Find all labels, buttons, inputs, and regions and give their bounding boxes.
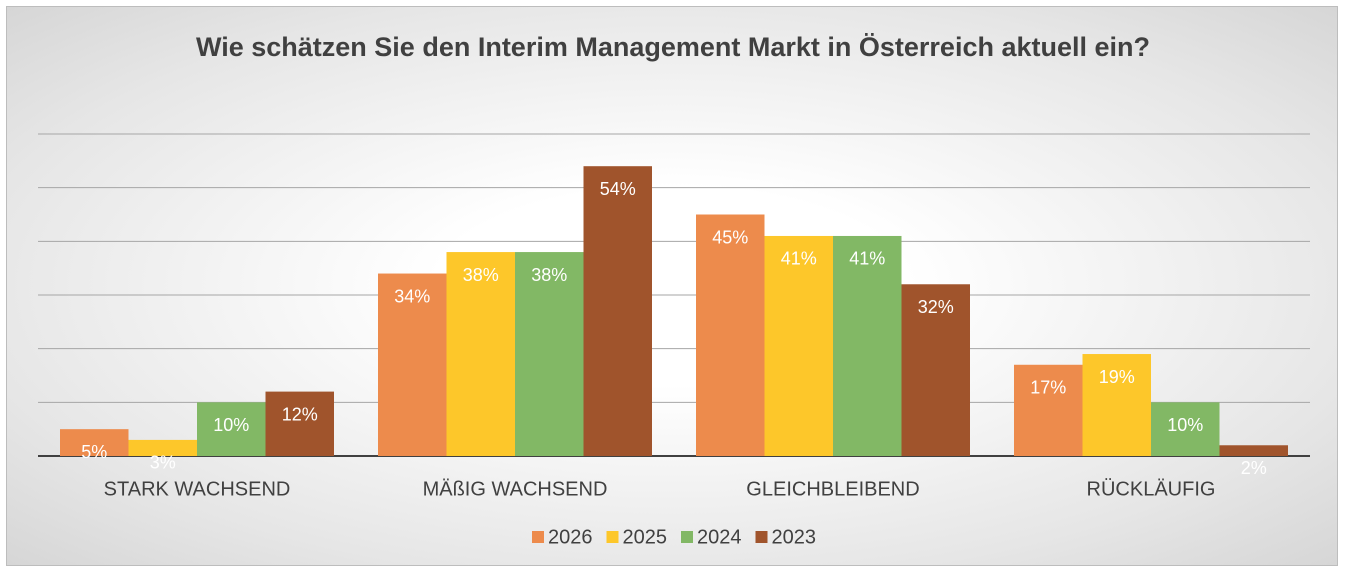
data-label: 5%: [81, 442, 107, 462]
legend-swatch: [681, 531, 693, 543]
bar: [378, 273, 447, 456]
data-label: 10%: [213, 415, 249, 435]
data-label: 38%: [531, 265, 567, 285]
x-tick-label: RÜCKLÄUFIG: [1087, 478, 1216, 500]
x-tick-label: STARK WACHSEND: [104, 478, 291, 500]
data-label: 34%: [394, 286, 430, 306]
bar: [1219, 445, 1288, 456]
data-label: 41%: [849, 249, 885, 269]
bar: [583, 166, 652, 456]
bar: [60, 429, 129, 456]
bar: [764, 235, 833, 456]
data-label: 54%: [600, 179, 636, 199]
chart-background: [6, 6, 1338, 566]
legend-label: 2024: [697, 526, 742, 548]
legend-label: 2025: [623, 526, 668, 548]
data-label: 38%: [463, 265, 499, 285]
data-label: 32%: [918, 297, 954, 317]
legend-label: 2026: [548, 526, 593, 548]
data-label: 41%: [781, 249, 817, 269]
legend-swatch: [532, 531, 544, 543]
data-label: 2%: [1241, 458, 1267, 478]
data-label: 12%: [282, 404, 318, 424]
bar: [1014, 364, 1083, 456]
bar: [265, 391, 334, 456]
bar: [197, 402, 266, 456]
data-label: 19%: [1099, 367, 1135, 387]
bar: [446, 252, 515, 456]
data-label: 3%: [150, 453, 176, 473]
x-tick-label: GLEICHBLEIBEND: [746, 478, 919, 500]
bar: [1151, 402, 1220, 456]
data-label: 45%: [712, 227, 748, 247]
legend-swatch: [606, 531, 619, 543]
bar: [515, 252, 584, 456]
bar: [696, 214, 765, 456]
data-label: 17%: [1030, 378, 1066, 398]
bar: [128, 439, 197, 456]
data-label: 10%: [1167, 415, 1203, 435]
bar: [833, 235, 902, 456]
bar: [1082, 354, 1151, 456]
legend-label: 2023: [772, 526, 817, 548]
chart-title: Wie schätzen Sie den Interim Management …: [195, 32, 1151, 62]
x-tick-label: MÄßIG WACHSEND: [423, 478, 608, 500]
legend-swatch: [755, 531, 768, 543]
bar: [901, 284, 970, 456]
